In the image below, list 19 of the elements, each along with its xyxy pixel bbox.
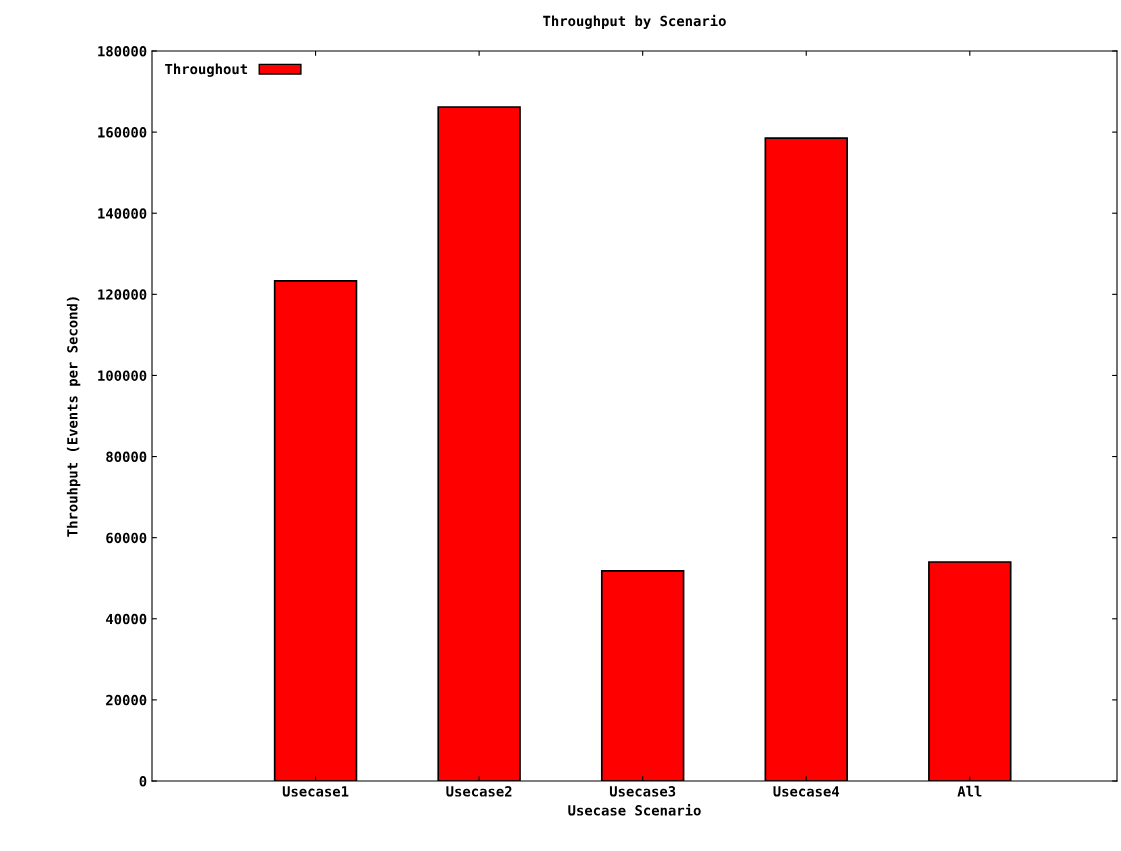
legend-label: Throughout (165, 63, 248, 77)
x-tick-label: Usecase3 (609, 786, 676, 797)
y-tick-label: 180000 (98, 45, 147, 57)
y-tick-label: 0 (139, 775, 147, 787)
y-tick-label: 120000 (98, 289, 147, 300)
y-axis-title: Throuhput (Events per Second) (66, 297, 81, 537)
y-tick-label: 100000 (98, 370, 147, 381)
x-axis-title: Usecase Scenario (568, 804, 701, 816)
chart-title: Throughput by Scenario (543, 14, 726, 29)
y-tick-label: 40000 (106, 613, 147, 625)
y-tick-label: 60000 (106, 532, 147, 544)
y-tick-label: 160000 (98, 127, 147, 138)
y-tick-label: 20000 (106, 694, 147, 706)
x-tick-label: All (957, 785, 982, 797)
x-tick-label: Usecase2 (446, 786, 512, 797)
x-tick-label: Usecase4 (773, 786, 840, 797)
x-tick-label: Usecase1 (282, 786, 349, 797)
y-tick-label: 80000 (106, 451, 147, 463)
y-tick-label: 140000 (98, 208, 147, 219)
